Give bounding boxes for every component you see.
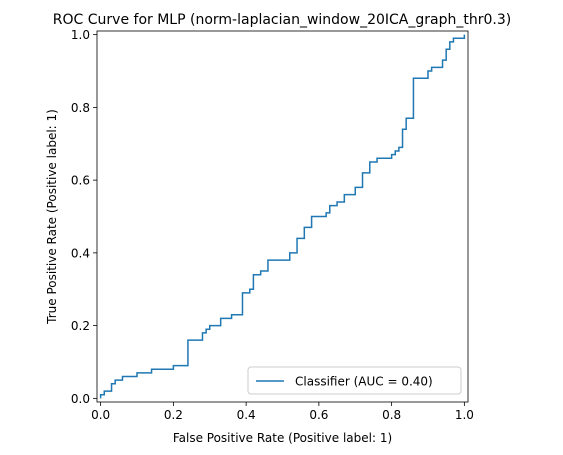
chart-title: ROC Curve for MLP (norm-laplacian_window… bbox=[53, 12, 511, 28]
legend-box bbox=[247, 366, 462, 395]
y-tick-label: 0.2 bbox=[71, 319, 90, 333]
y-tick-label: 0.8 bbox=[71, 101, 90, 115]
y-tick-label: 0.0 bbox=[71, 392, 90, 406]
x-tick-label: 0.0 bbox=[91, 408, 110, 422]
y-tick-label: 0.4 bbox=[71, 246, 90, 260]
x-axis-label: False Positive Rate (Positive label: 1) bbox=[173, 431, 392, 445]
y-tick-label: 0.6 bbox=[71, 174, 90, 188]
x-tick-label: 0.6 bbox=[309, 408, 328, 422]
x-tick-label: 1.0 bbox=[455, 408, 474, 422]
x-tick-label: 0.8 bbox=[382, 408, 401, 422]
legend: Classifier (AUC = 0.40) bbox=[247, 366, 462, 395]
plot-area bbox=[99, 34, 466, 399]
x-axis-ticks: 0.0 0.2 0.4 0.6 0.8 1.0 bbox=[91, 402, 474, 422]
x-tick-label: 0.2 bbox=[164, 408, 183, 422]
y-tick-label: 1.0 bbox=[71, 28, 90, 42]
x-tick-label: 0.4 bbox=[237, 408, 256, 422]
axes-frame bbox=[96, 30, 469, 403]
legend-label: Classifier (AUC = 0.40) bbox=[295, 375, 433, 389]
y-axis-label: True Positive Rate (Positive label: 1) bbox=[45, 109, 59, 325]
y-axis-ticks: 0.0 0.2 0.4 0.6 0.8 1.0 bbox=[71, 28, 97, 406]
roc-curve-line bbox=[99, 34, 466, 399]
